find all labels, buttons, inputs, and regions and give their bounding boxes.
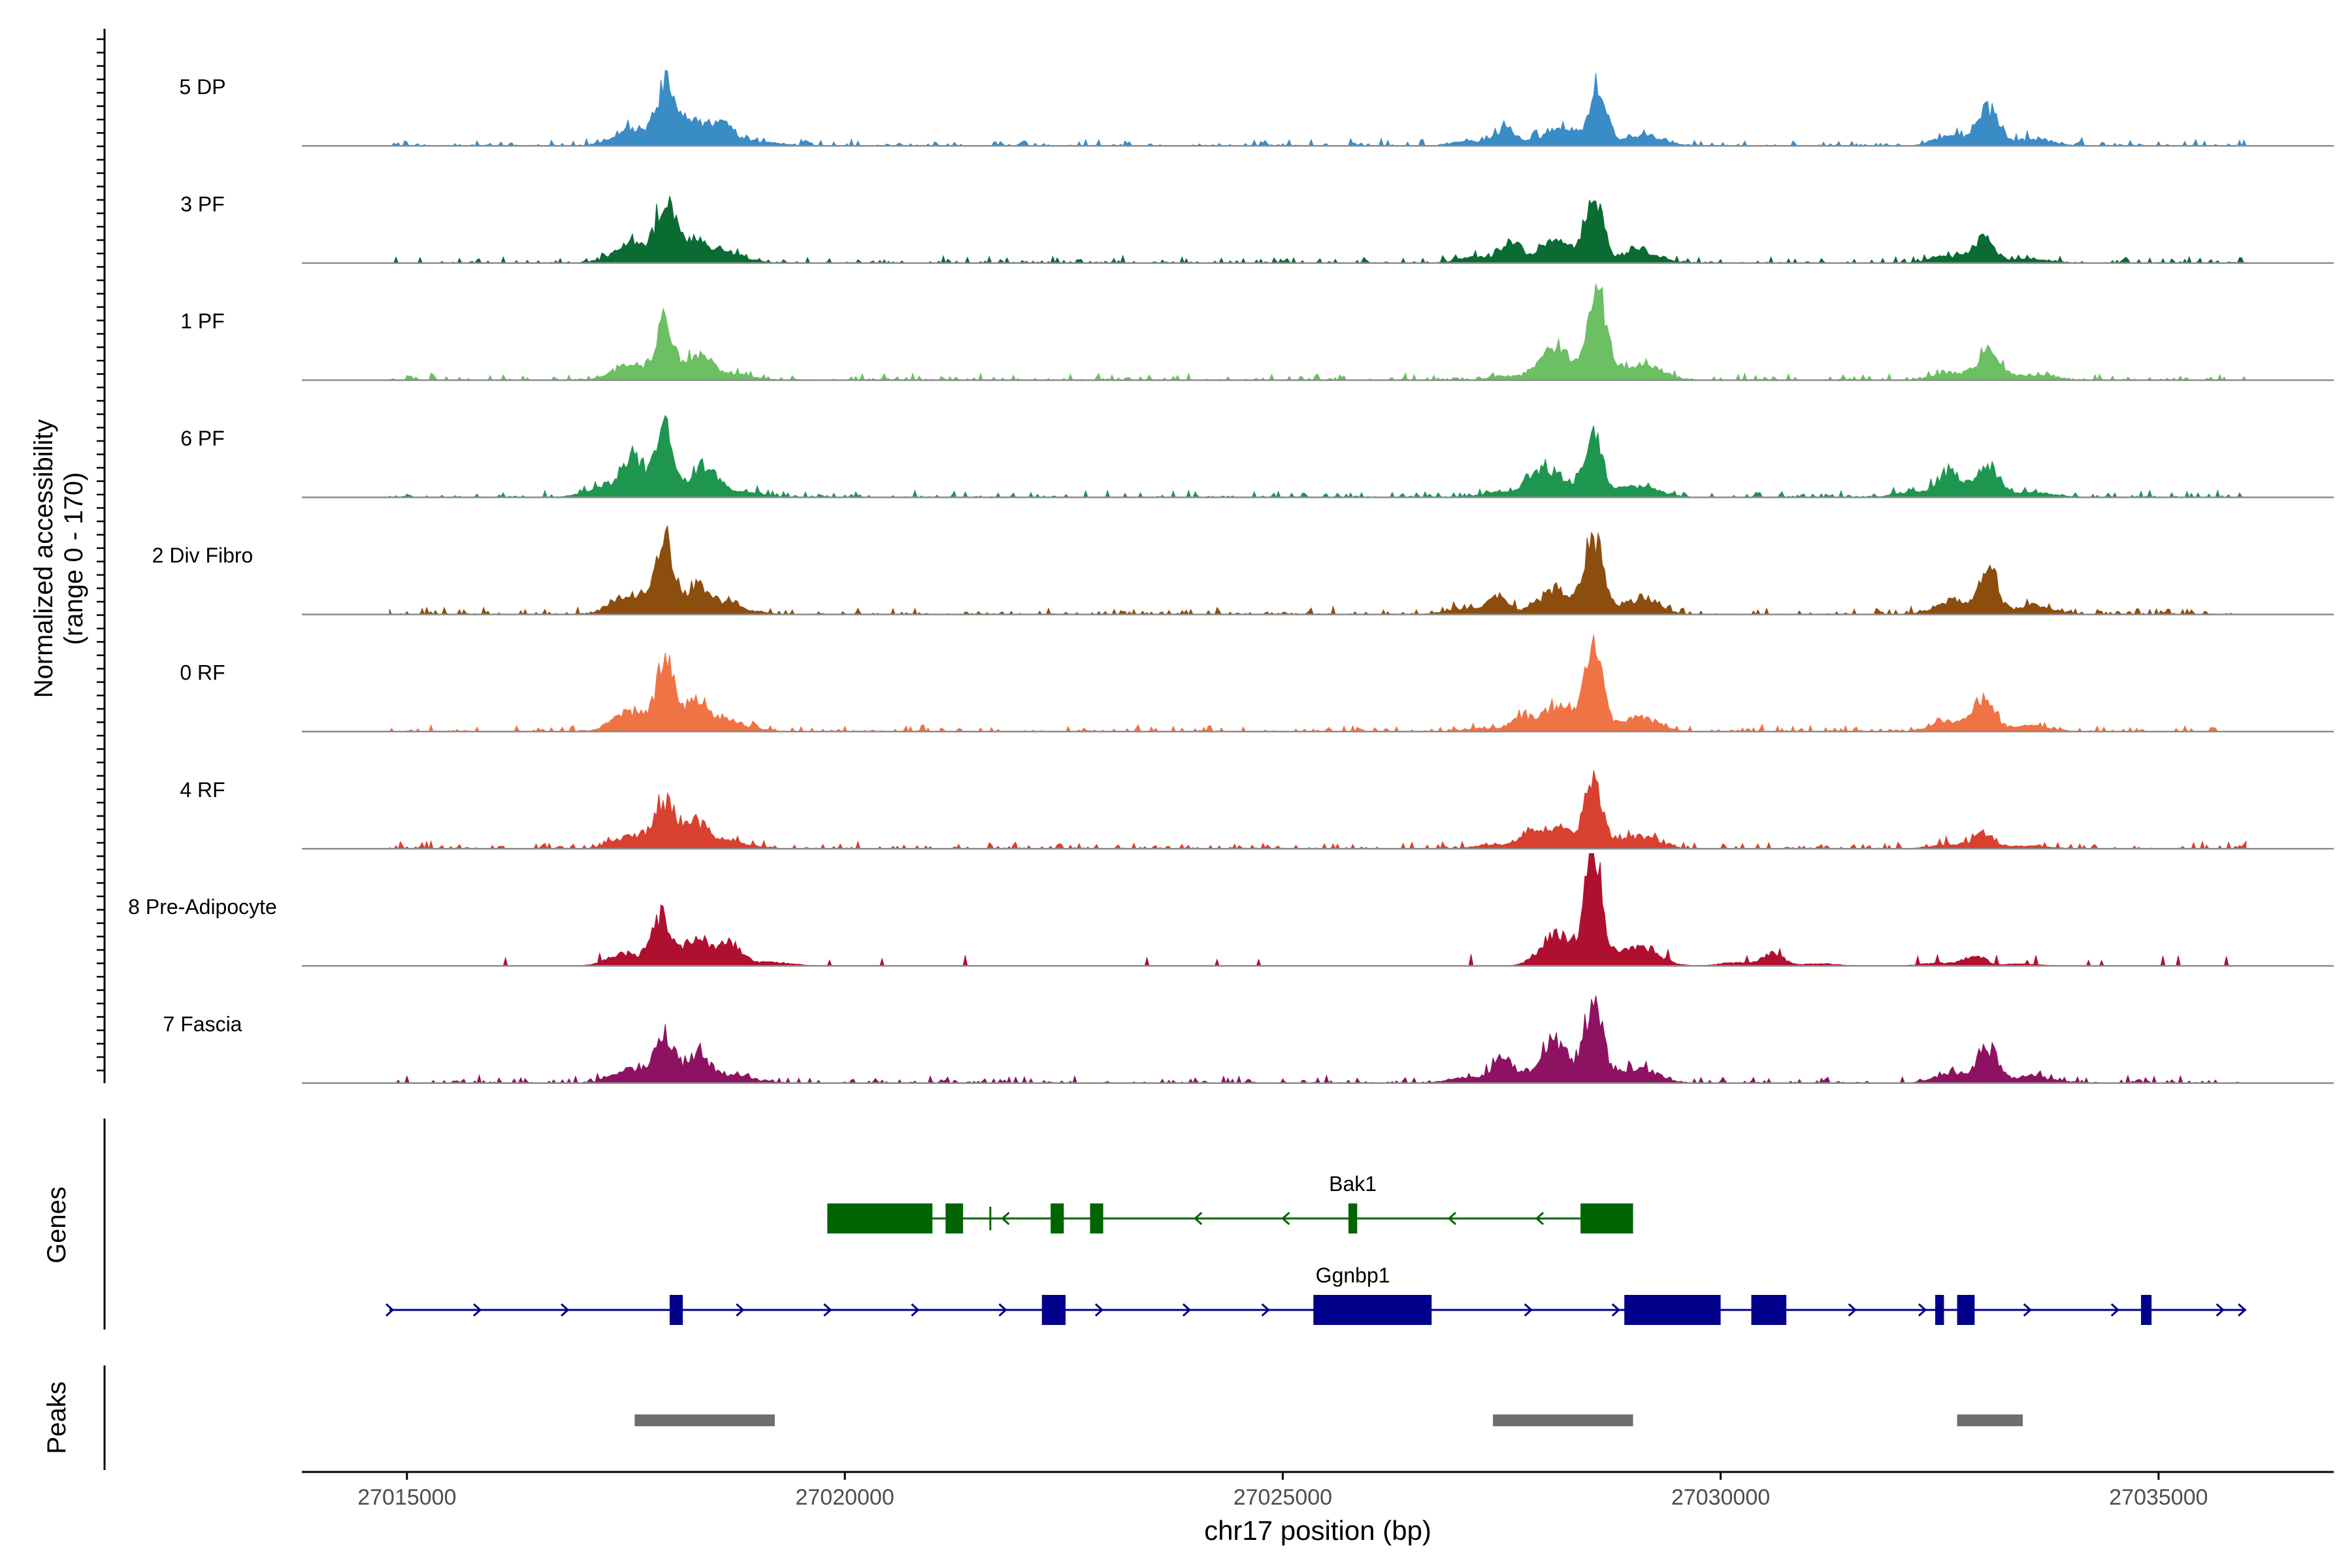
coverage-area bbox=[389, 995, 2246, 1085]
strand-arrow bbox=[561, 1303, 570, 1317]
strand-arrow bbox=[1524, 1303, 1533, 1317]
track-7-fascia: 7 Fascia bbox=[163, 995, 2334, 1085]
track-4-rf: 4 RF bbox=[180, 770, 2334, 850]
exon bbox=[1090, 1203, 1103, 1233]
strand-arrow bbox=[1535, 1211, 1544, 1226]
exon bbox=[945, 1203, 964, 1233]
strand-arrow bbox=[2023, 1303, 2033, 1317]
exon bbox=[1624, 1295, 1721, 1325]
exon bbox=[1751, 1295, 1787, 1325]
x-axis-label: chr17 position (bp) bbox=[1204, 1515, 1431, 1546]
exon bbox=[1041, 1295, 1066, 1325]
gene-ggnbp1: Ggnbp1 bbox=[385, 1264, 2247, 1325]
track-5-dp: 5 DP bbox=[179, 69, 2334, 147]
coverage-area bbox=[389, 284, 2247, 381]
peaks-axis-label: Peaks bbox=[42, 1381, 71, 1454]
x-axis-ticks: 27015000 27020000 27025000 27030000 27035000 bbox=[357, 1472, 2208, 1510]
x-tick-label: 27025000 bbox=[1233, 1485, 1332, 1510]
track-label: 6 PF bbox=[180, 427, 225, 450]
exon bbox=[827, 1203, 933, 1233]
track-6-pf: 6 PF bbox=[180, 414, 2334, 498]
strand-arrow bbox=[1281, 1211, 1290, 1226]
strand-arrow bbox=[2215, 1303, 2225, 1317]
exon bbox=[989, 1207, 992, 1230]
x-tick-label: 27015000 bbox=[357, 1485, 456, 1510]
genes-axis-label: Genes bbox=[42, 1186, 71, 1264]
strand-arrow bbox=[823, 1303, 832, 1317]
strand-arrow bbox=[1611, 1303, 1621, 1317]
strand-arrow bbox=[736, 1303, 745, 1317]
track-3-pf: 3 PF bbox=[180, 192, 2334, 264]
track-label: 4 RF bbox=[180, 778, 225, 802]
track-1-pf: 1 PF bbox=[180, 284, 2334, 382]
strand-arrow bbox=[1094, 1303, 1104, 1317]
strand-arrow bbox=[1848, 1303, 1857, 1317]
strand-arrow bbox=[911, 1303, 920, 1317]
exon bbox=[2141, 1295, 2152, 1325]
peak-region bbox=[634, 1414, 775, 1426]
exon bbox=[1313, 1295, 1432, 1325]
exon bbox=[1051, 1203, 1064, 1233]
strand-arrow bbox=[1447, 1211, 1457, 1226]
exon bbox=[670, 1295, 683, 1325]
peak-region bbox=[1957, 1414, 2023, 1426]
track-label: 5 DP bbox=[179, 75, 225, 99]
exon bbox=[1957, 1295, 1975, 1325]
strand-arrow bbox=[1194, 1211, 1203, 1226]
strand-arrow bbox=[998, 1303, 1007, 1317]
track-label: 1 PF bbox=[180, 310, 225, 333]
coverage-area bbox=[389, 195, 2246, 264]
strand-arrow bbox=[1001, 1211, 1010, 1226]
strand-arrow bbox=[473, 1303, 482, 1317]
strand-arrow bbox=[2110, 1303, 2120, 1317]
x-tick-label: 27035000 bbox=[2109, 1485, 2208, 1510]
coverage-tracks: 5 DP 3 PF 1 PF 6 PF 2 Div Fibro 0 RF 4 RF 8 Pre… bbox=[128, 69, 2334, 1085]
x-tick-label: 27020000 bbox=[795, 1485, 894, 1510]
exon bbox=[1348, 1203, 1358, 1233]
track-0-rf: 0 RF bbox=[180, 634, 2334, 733]
y-axis-label: Normalized accessibility bbox=[29, 419, 58, 698]
gene-name: Ggnbp1 bbox=[1316, 1264, 1390, 1287]
strand-arrow bbox=[1261, 1303, 1270, 1317]
strand-arrow bbox=[2238, 1303, 2247, 1317]
track-label: 2 Div Fibro bbox=[152, 544, 253, 567]
peak-region bbox=[1493, 1414, 1633, 1426]
track-label: 7 Fascia bbox=[163, 1012, 242, 1036]
strand-arrow bbox=[1918, 1303, 1927, 1317]
y-axis-range-label: (range 0 - 170) bbox=[59, 472, 88, 645]
strand-arrow bbox=[385, 1303, 395, 1317]
gene-name: Bak1 bbox=[1329, 1172, 1377, 1196]
track-label: 3 PF bbox=[180, 192, 225, 216]
exon bbox=[1580, 1203, 1633, 1233]
strand-arrow bbox=[1182, 1303, 1192, 1317]
track-label: 0 RF bbox=[180, 661, 225, 685]
track-8-pre-adipocyte: 8 Pre-Adipocyte bbox=[128, 853, 2334, 967]
gene-bak1: Bak1 bbox=[827, 1172, 1633, 1233]
peak-regions-panel bbox=[634, 1414, 2023, 1426]
track-label: 8 Pre-Adipocyte bbox=[128, 895, 277, 919]
gene-annotation-panel: Bak1 Ggnbp1 bbox=[385, 1172, 2247, 1325]
exon bbox=[1935, 1295, 1944, 1325]
coverage-area bbox=[389, 634, 2246, 733]
track-2-div-fibro: 2 Div Fibro bbox=[152, 525, 2334, 616]
accessibility-axis-ticks bbox=[97, 38, 105, 1071]
x-tick-label: 27030000 bbox=[1671, 1485, 1770, 1510]
